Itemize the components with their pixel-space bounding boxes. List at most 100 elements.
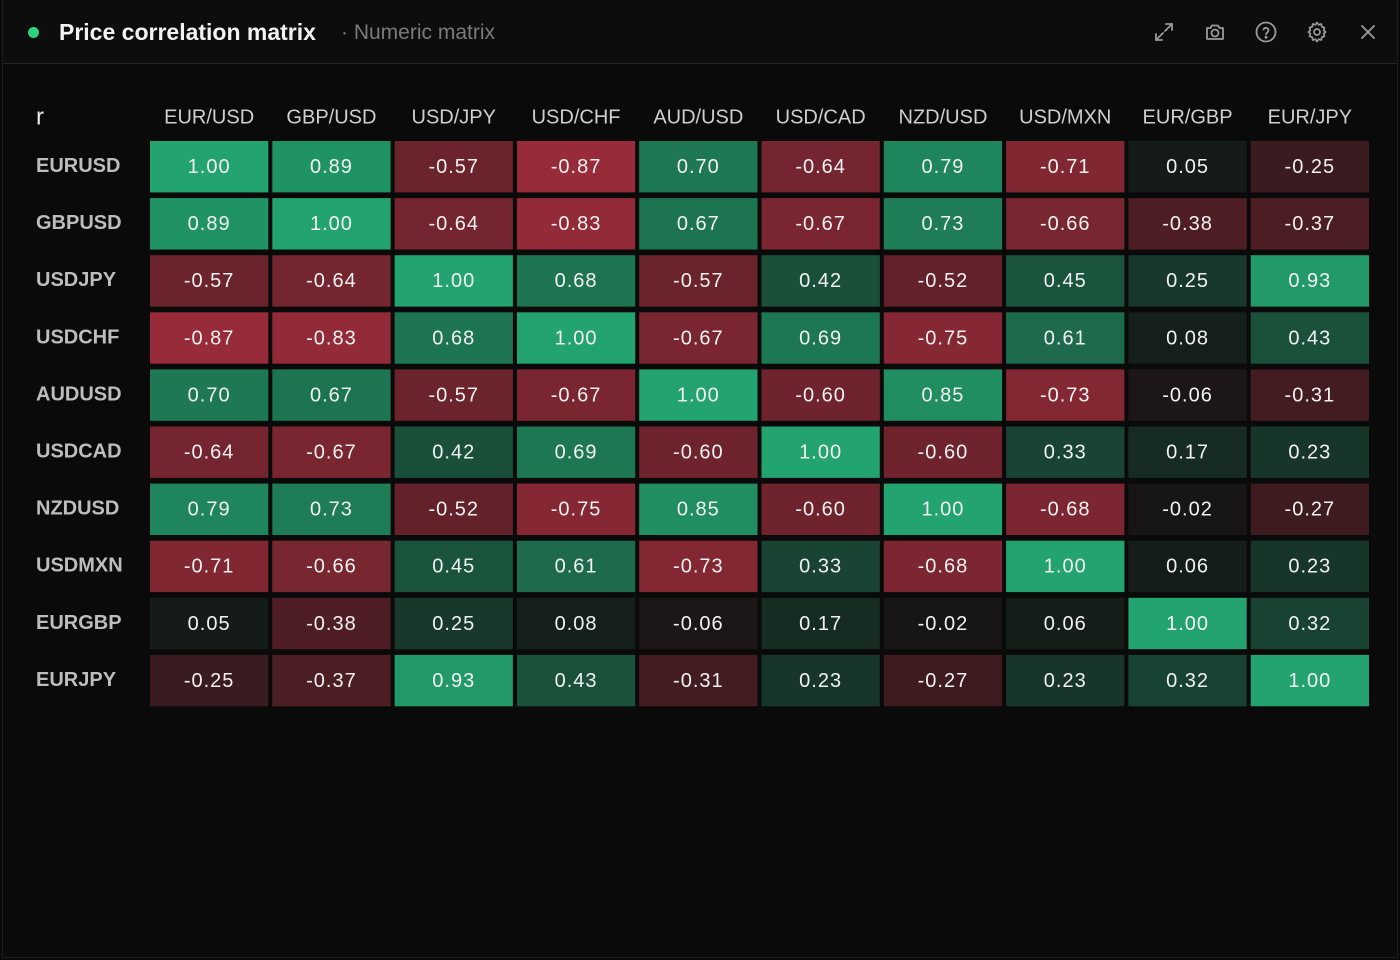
gear-icon[interactable] bbox=[1303, 18, 1331, 46]
column-header: USD/CAD bbox=[776, 106, 866, 128]
heatmap-cell bbox=[883, 597, 1003, 650]
cell-value-label: -0.67 bbox=[795, 213, 846, 235]
expand-icon[interactable] bbox=[1150, 18, 1178, 46]
heatmap-cell bbox=[150, 312, 269, 364]
heatmap-cell bbox=[1006, 369, 1125, 421]
heatmap-cell bbox=[516, 369, 636, 421]
heatmap-cell bbox=[272, 426, 391, 478]
cell-value-label: 0.85 bbox=[921, 384, 964, 406]
cell-value-label: -0.64 bbox=[795, 156, 846, 178]
cell-value-label: -0.60 bbox=[918, 441, 969, 463]
cell-value-label: -0.31 bbox=[673, 670, 724, 692]
heatmap-cell bbox=[1006, 255, 1125, 307]
heatmap-cell bbox=[1250, 312, 1369, 364]
cell-value-label: 1.00 bbox=[555, 327, 598, 349]
heatmap-cell bbox=[516, 597, 636, 650]
heatmap-cell bbox=[761, 369, 880, 421]
cell-value-label: -0.38 bbox=[306, 613, 357, 635]
heatmap-cell bbox=[761, 540, 880, 593]
heatmap-cell bbox=[1250, 198, 1369, 250]
cell-value-label: 0.67 bbox=[677, 213, 720, 235]
heatmap-cell bbox=[150, 369, 269, 421]
row-header: EURJPY bbox=[36, 669, 117, 691]
cell-value-label: 0.33 bbox=[1044, 441, 1087, 463]
cell-value-label: 0.23 bbox=[1288, 556, 1331, 578]
cell-value-label: -0.57 bbox=[428, 156, 479, 178]
cell-value-label: -0.25 bbox=[1285, 156, 1336, 178]
close-icon[interactable] bbox=[1354, 18, 1382, 46]
heatmap-cell bbox=[883, 312, 1003, 364]
heatmap-cell bbox=[639, 540, 758, 593]
cell-value-label: -0.31 bbox=[1285, 384, 1336, 406]
cell-value-label: 0.43 bbox=[555, 670, 598, 692]
cell-value-label: 0.06 bbox=[1166, 556, 1209, 578]
cell-value-label: 0.08 bbox=[555, 613, 598, 635]
cell-value-label: -0.66 bbox=[1040, 213, 1091, 235]
heatmap-cell bbox=[639, 198, 758, 250]
heatmap-cell bbox=[272, 483, 391, 535]
heatmap-cell bbox=[761, 483, 880, 535]
cell-value-label: 0.89 bbox=[310, 156, 353, 178]
heatmap-cell bbox=[1250, 255, 1369, 307]
heatmap-cell bbox=[883, 141, 1003, 193]
heatmap-cell bbox=[761, 255, 880, 307]
cell-value-label: 0.45 bbox=[432, 556, 475, 578]
heatmap-cell bbox=[1006, 426, 1125, 478]
camera-icon[interactable] bbox=[1201, 18, 1229, 46]
heatmap-cell bbox=[883, 255, 1003, 307]
cell-value-label: -0.73 bbox=[673, 556, 724, 578]
heatmap-cell bbox=[272, 597, 391, 650]
cell-value-label: 0.23 bbox=[1288, 441, 1331, 463]
heatmap-cell bbox=[883, 540, 1003, 593]
row-header: GBPUSD bbox=[36, 212, 122, 234]
cell-value-label: 0.25 bbox=[1166, 270, 1209, 292]
cell-value-label: -0.25 bbox=[184, 670, 235, 692]
cell-value-label: 0.73 bbox=[921, 213, 964, 235]
cell-value-label: -0.02 bbox=[918, 613, 969, 635]
cell-value-label: 1.00 bbox=[921, 499, 964, 521]
cell-value-label: 1.00 bbox=[677, 384, 720, 406]
heatmap-cell bbox=[1128, 369, 1247, 421]
cell-value-label: 1.00 bbox=[1166, 613, 1209, 635]
heatmap-cell bbox=[150, 540, 269, 593]
heatmap-cell bbox=[394, 597, 513, 650]
cell-value-label: -0.67 bbox=[551, 384, 602, 406]
heatmap-cell bbox=[150, 483, 269, 535]
cell-value-label: -0.37 bbox=[1285, 213, 1336, 235]
column-header: EUR/USD bbox=[164, 106, 254, 128]
cell-value-label: 0.17 bbox=[799, 613, 842, 635]
heatmap-cell bbox=[1128, 483, 1247, 535]
cell-value-label: -0.57 bbox=[428, 384, 479, 406]
heatmap-cell bbox=[1006, 654, 1125, 707]
cell-value-label: 0.17 bbox=[1166, 441, 1209, 463]
column-header: AUD/USD bbox=[653, 106, 743, 128]
row-header: NZDUSD bbox=[36, 498, 119, 520]
cell-value-label: 0.42 bbox=[432, 441, 475, 463]
cell-value-label: -0.83 bbox=[306, 327, 357, 349]
status-indicator bbox=[28, 27, 39, 38]
heatmap-cell bbox=[272, 654, 391, 707]
heatmap-cell bbox=[1006, 483, 1125, 535]
heatmap-cell bbox=[516, 654, 636, 707]
heatmap-cell bbox=[639, 255, 758, 307]
heatmap-cell bbox=[394, 540, 513, 593]
heatmap-cell bbox=[394, 369, 513, 421]
help-icon[interactable] bbox=[1252, 18, 1280, 46]
heatmap-cell bbox=[761, 141, 880, 193]
heatmap-cell bbox=[272, 312, 391, 364]
cell-value-label: -0.60 bbox=[673, 441, 724, 463]
cell-value-label: -0.75 bbox=[551, 499, 602, 521]
row-header: USDJPY bbox=[36, 269, 117, 291]
heatmap-cell bbox=[883, 654, 1003, 707]
heatmap-cell bbox=[516, 312, 636, 364]
heatmap-cell bbox=[1006, 540, 1125, 593]
heatmap-cell bbox=[883, 198, 1003, 250]
cell-value-label: 0.93 bbox=[432, 670, 475, 692]
row-header: USDCHF bbox=[36, 326, 119, 348]
cell-value-label: 0.68 bbox=[555, 270, 598, 292]
heatmap-cell bbox=[639, 597, 758, 650]
heatmap-cell bbox=[1128, 312, 1247, 364]
cell-value-label: -0.68 bbox=[918, 556, 969, 578]
cell-value-label: 0.61 bbox=[1044, 327, 1087, 349]
cell-value-label: 0.70 bbox=[188, 384, 231, 406]
